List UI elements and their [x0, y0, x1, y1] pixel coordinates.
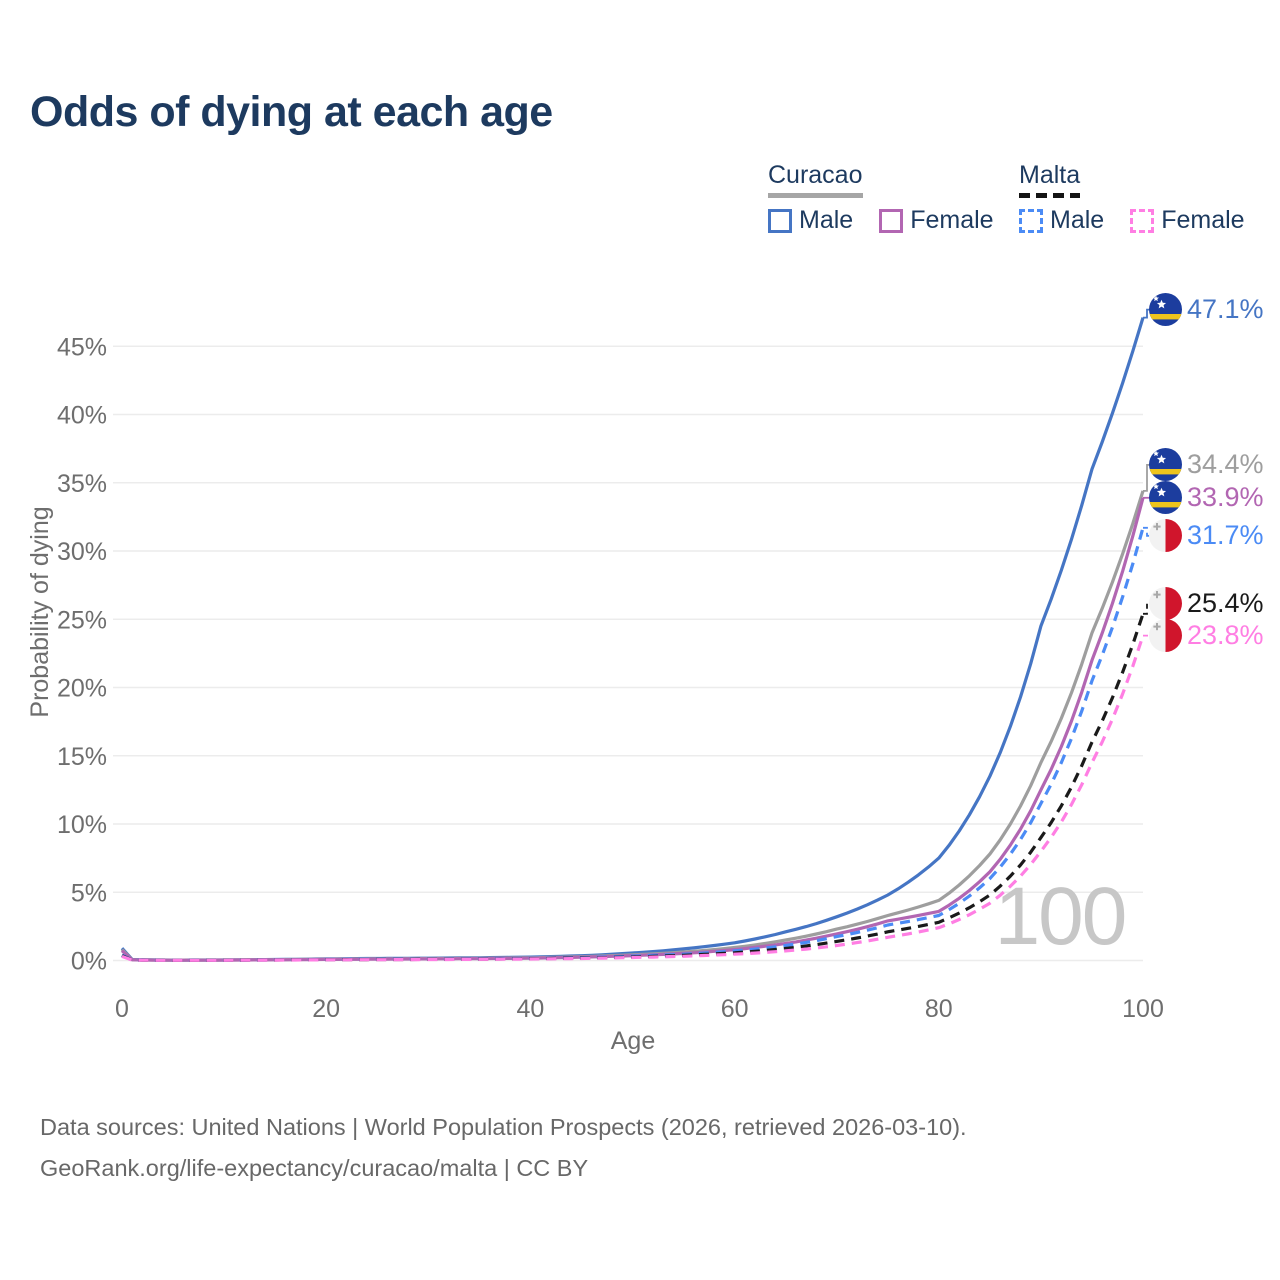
- legend-line-sample-solid: [768, 193, 863, 198]
- y-tick-label: 20%: [57, 675, 107, 703]
- flag-icon-curacao: [1149, 293, 1182, 327]
- legend-item-label: Male: [1050, 206, 1105, 234]
- y-tick-label: 40%: [57, 402, 107, 430]
- legend-line-sample-dashed: [1019, 193, 1081, 198]
- x-tick-label: 100: [1122, 995, 1164, 1023]
- footer-attribution: GeoRank.org/life-expectancy/curacao/malt…: [40, 1155, 589, 1181]
- legend-swatch-malta-female: [1130, 208, 1155, 233]
- y-tick-label: 45%: [57, 333, 107, 361]
- flag-icon-curacao: [1149, 448, 1182, 482]
- legend-group-malta: Malta Male Female: [1019, 161, 1245, 235]
- end-label-value: 47.1%: [1187, 294, 1264, 325]
- legend-item-label: Female: [1161, 206, 1245, 234]
- footer-data-sources: Data sources: United Nations | World Pop…: [40, 1114, 967, 1140]
- legend-item-label: Female: [910, 206, 994, 234]
- legend-item-curacao-male[interactable]: Male: [768, 206, 853, 235]
- legend-swatch-curacao-male: [768, 208, 792, 233]
- end-label-curacao-male: 47.1%: [1149, 293, 1264, 327]
- x-tick-label: 40: [516, 995, 544, 1023]
- y-tick-label: 25%: [57, 606, 107, 634]
- series-line-curacao-both[interactable]: [120, 490, 1145, 962]
- end-label-value: 33.9%: [1187, 482, 1264, 513]
- series-line-malta-both[interactable]: [121, 613, 1145, 962]
- series-line-curacao-female[interactable]: [120, 497, 1145, 962]
- end-label-value: 31.7%: [1187, 520, 1264, 551]
- flag-icon-malta: [1149, 587, 1182, 621]
- legend-swatch-curacao-female: [879, 208, 904, 233]
- legend-group-curacao: Curacao Male Female: [768, 161, 994, 235]
- end-label-value: 25.4%: [1187, 588, 1264, 619]
- series-line-malta-male[interactable]: [121, 527, 1145, 962]
- legend-country-label: Curacao: [768, 161, 863, 189]
- legend-item-label: Male: [799, 206, 854, 234]
- legend-swatch-malta-male: [1019, 208, 1043, 233]
- flag-icon-malta: [1149, 619, 1182, 653]
- x-axis-title: Age: [611, 1027, 655, 1055]
- series-line-malta-female[interactable]: [121, 635, 1145, 962]
- y-tick-label: 35%: [57, 470, 107, 498]
- y-tick-label: 15%: [57, 743, 107, 771]
- end-label-malta-female: 23.8%: [1149, 619, 1264, 653]
- x-tick-label: 20: [312, 995, 340, 1023]
- legend-item-malta-male[interactable]: Male: [1019, 206, 1104, 235]
- y-tick-label: 10%: [57, 811, 107, 839]
- y-tick-label: 30%: [57, 538, 107, 566]
- x-tick-label: 0: [115, 995, 129, 1023]
- leader-line-malta-male: [1143, 526, 1153, 537]
- legend-country-curacao[interactable]: Curacao: [768, 161, 863, 198]
- x-tick-label: 80: [925, 995, 953, 1023]
- gridlines: [113, 345, 1143, 962]
- legend-item-malta-female[interactable]: Female: [1130, 206, 1245, 235]
- series-lines: [120, 317, 1145, 962]
- y-tick-label: 0%: [71, 948, 107, 976]
- page-title: Odds of dying at each age: [30, 88, 553, 136]
- end-label-value: 34.4%: [1187, 449, 1264, 480]
- watermark-age-100: 100: [995, 871, 1126, 962]
- flag-icon-curacao: [1149, 481, 1182, 515]
- end-label-curacao-female: 33.9%: [1149, 481, 1264, 515]
- axis-ticks: 0% 5% 10% 15% 20% 25% 30% 35% 40% 45% 0 20 40 60 80 100: [57, 333, 1164, 1023]
- end-label-value: 23.8%: [1187, 620, 1264, 651]
- legend-country-malta[interactable]: Malta: [1019, 161, 1081, 198]
- flag-icon-malta: [1149, 519, 1182, 553]
- footer: Data sources: United Nations | World Pop…: [40, 1107, 967, 1189]
- end-label-malta-male: 31.7%: [1149, 519, 1264, 553]
- end-label-curacao-both: 34.4%: [1149, 448, 1264, 482]
- end-label-malta-both: 25.4%: [1149, 587, 1264, 621]
- x-tick-label: 60: [721, 995, 749, 1023]
- leader-line-malta-both: [1143, 602, 1153, 615]
- y-tick-label: 5%: [71, 879, 107, 907]
- y-axis-title: Probability of dying: [26, 506, 54, 717]
- legend-item-curacao-female[interactable]: Female: [879, 206, 994, 235]
- legend-country-label: Malta: [1019, 161, 1081, 189]
